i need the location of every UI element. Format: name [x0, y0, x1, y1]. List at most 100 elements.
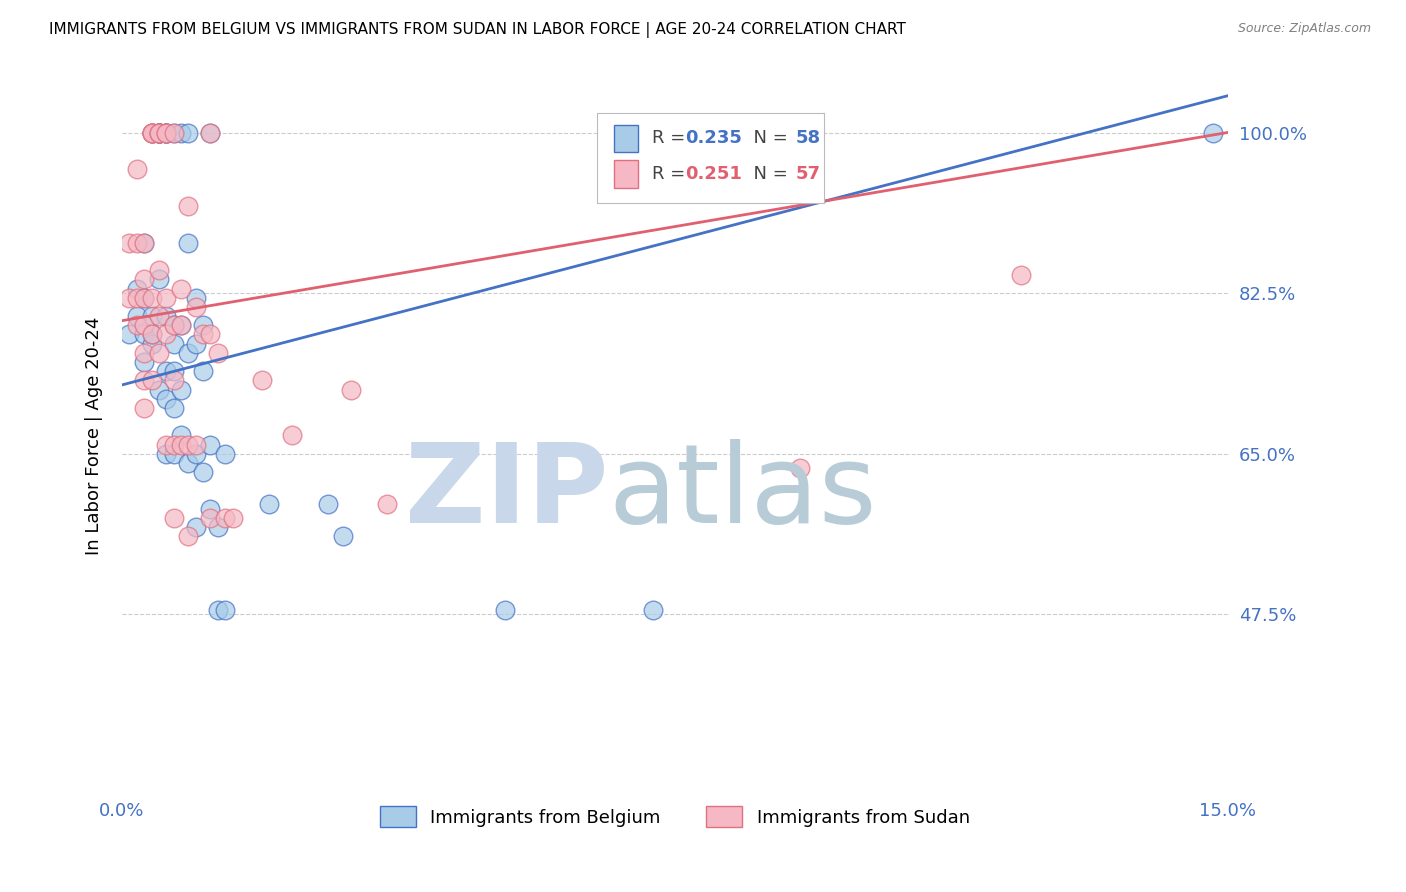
Point	[141, 309, 163, 323]
Point	[148, 346, 170, 360]
Text: N =: N =	[742, 129, 794, 147]
Point	[339, 383, 361, 397]
Point	[148, 263, 170, 277]
Point	[148, 126, 170, 140]
Point	[162, 373, 184, 387]
Point	[177, 126, 200, 140]
Point	[125, 162, 148, 177]
Point	[141, 373, 163, 387]
Point	[155, 126, 177, 140]
Point	[148, 126, 170, 140]
Point	[141, 291, 163, 305]
Text: 57: 57	[796, 165, 820, 183]
Text: ZIP: ZIP	[405, 439, 609, 546]
Point	[184, 291, 207, 305]
Point	[170, 437, 193, 451]
Point	[200, 511, 222, 525]
Bar	[614, 161, 638, 187]
Point	[134, 346, 156, 360]
Point	[177, 235, 200, 250]
Point	[207, 520, 229, 534]
Point	[125, 291, 148, 305]
Point	[177, 437, 200, 451]
Point	[177, 456, 200, 470]
Point	[141, 126, 163, 140]
Point	[155, 447, 177, 461]
Text: 0.251: 0.251	[685, 165, 741, 183]
Point	[134, 291, 156, 305]
Point	[148, 126, 170, 140]
Point	[191, 364, 214, 378]
Point	[155, 126, 177, 140]
Point	[141, 126, 163, 140]
Point	[155, 309, 177, 323]
Point	[170, 318, 193, 333]
Point	[155, 392, 177, 406]
Point	[148, 126, 170, 140]
Point	[134, 235, 156, 250]
Point	[118, 235, 141, 250]
Point	[214, 511, 236, 525]
Point	[332, 529, 354, 543]
Point	[125, 318, 148, 333]
Point	[1010, 268, 1032, 282]
Point	[148, 126, 170, 140]
Point	[200, 126, 222, 140]
Point	[162, 447, 184, 461]
Point	[214, 447, 236, 461]
Point	[191, 318, 214, 333]
Point	[162, 318, 184, 333]
Point	[184, 300, 207, 314]
Point	[162, 318, 184, 333]
Point	[141, 126, 163, 140]
Point	[184, 336, 207, 351]
Point	[177, 199, 200, 213]
Point	[259, 497, 281, 511]
Point	[377, 497, 399, 511]
Point	[141, 126, 163, 140]
Point	[134, 355, 156, 369]
Point	[221, 511, 243, 525]
Point	[789, 460, 811, 475]
Point	[191, 327, 214, 342]
Point	[162, 364, 184, 378]
Point	[134, 373, 156, 387]
Point	[170, 318, 193, 333]
Point	[125, 309, 148, 323]
Point	[177, 529, 200, 543]
Text: 58: 58	[796, 129, 821, 147]
Point	[134, 272, 156, 286]
Point	[162, 126, 184, 140]
Point	[155, 437, 177, 451]
Point	[184, 520, 207, 534]
Point	[200, 437, 222, 451]
Point	[125, 281, 148, 295]
Point	[141, 336, 163, 351]
Point	[141, 327, 163, 342]
Point	[494, 603, 516, 617]
Y-axis label: In Labor Force | Age 20-24: In Labor Force | Age 20-24	[86, 316, 103, 555]
Point	[155, 291, 177, 305]
Point	[191, 465, 214, 479]
Point	[148, 126, 170, 140]
Point	[200, 501, 222, 516]
Point	[184, 437, 207, 451]
Point	[162, 437, 184, 451]
Point	[148, 383, 170, 397]
Point	[214, 603, 236, 617]
Point	[170, 428, 193, 442]
Point	[177, 346, 200, 360]
Text: atlas: atlas	[609, 439, 877, 546]
Point	[134, 401, 156, 415]
FancyBboxPatch shape	[598, 113, 824, 202]
Point	[148, 309, 170, 323]
Point	[125, 235, 148, 250]
Point	[207, 603, 229, 617]
Point	[170, 281, 193, 295]
Point	[170, 126, 193, 140]
Point	[155, 126, 177, 140]
Point	[250, 373, 273, 387]
Point	[134, 318, 156, 333]
Point	[141, 126, 163, 140]
Point	[200, 126, 222, 140]
